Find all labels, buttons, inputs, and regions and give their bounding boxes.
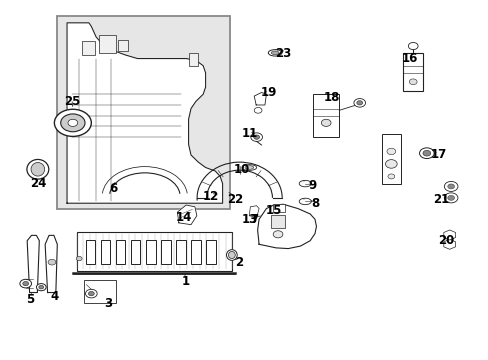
Text: 8: 8 (310, 197, 319, 210)
Ellipse shape (226, 249, 237, 260)
Text: 13: 13 (241, 213, 257, 226)
Circle shape (386, 148, 395, 155)
Text: 10: 10 (233, 163, 250, 176)
Bar (77, 232, 232, 271)
Circle shape (422, 150, 430, 156)
Bar (116, 240, 125, 264)
Text: 21: 21 (432, 193, 448, 206)
Bar (145, 240, 155, 264)
Text: 9: 9 (308, 179, 316, 192)
Ellipse shape (228, 251, 235, 258)
Text: 1: 1 (182, 275, 190, 288)
Text: 11: 11 (241, 127, 257, 140)
Polygon shape (257, 204, 316, 249)
Ellipse shape (271, 51, 279, 55)
Ellipse shape (244, 166, 253, 169)
Bar (272, 204, 285, 212)
Bar (381, 134, 400, 184)
Circle shape (273, 231, 283, 238)
Ellipse shape (31, 162, 44, 176)
Circle shape (387, 174, 394, 179)
Circle shape (447, 195, 454, 201)
Text: 20: 20 (437, 234, 453, 247)
Text: 25: 25 (63, 95, 80, 108)
Bar (205, 240, 215, 264)
Circle shape (353, 99, 365, 107)
Circle shape (447, 184, 454, 189)
Circle shape (254, 108, 262, 113)
Text: 12: 12 (202, 190, 218, 203)
Bar (188, 53, 198, 66)
Bar (101, 240, 110, 264)
Circle shape (48, 259, 56, 265)
Ellipse shape (27, 159, 49, 179)
Text: 5: 5 (26, 293, 35, 306)
Text: 6: 6 (109, 183, 117, 195)
Circle shape (68, 119, 78, 126)
Polygon shape (67, 23, 222, 203)
Circle shape (419, 148, 433, 158)
Bar (191, 240, 201, 264)
Circle shape (356, 101, 362, 105)
Bar (85, 240, 95, 264)
Text: 18: 18 (323, 91, 340, 104)
Circle shape (444, 193, 457, 203)
Text: 3: 3 (104, 297, 112, 310)
Polygon shape (254, 93, 266, 105)
Circle shape (85, 289, 97, 298)
Ellipse shape (299, 198, 311, 204)
Bar (99, 35, 116, 53)
Text: 22: 22 (226, 193, 243, 206)
Circle shape (444, 181, 457, 192)
Circle shape (385, 159, 396, 168)
Text: 7: 7 (250, 213, 258, 226)
Circle shape (250, 133, 262, 141)
Circle shape (88, 292, 94, 296)
Circle shape (61, 114, 85, 132)
FancyBboxPatch shape (57, 16, 229, 208)
Circle shape (253, 135, 259, 139)
Text: 15: 15 (265, 204, 281, 217)
Text: 24: 24 (30, 177, 46, 190)
Bar (271, 215, 285, 228)
Text: 2: 2 (235, 256, 243, 269)
Text: 4: 4 (51, 289, 59, 303)
Text: 16: 16 (401, 52, 417, 65)
Text: 19: 19 (260, 86, 276, 99)
Ellipse shape (242, 165, 256, 170)
Bar (118, 40, 127, 51)
Bar (402, 53, 423, 91)
Polygon shape (27, 235, 39, 293)
Circle shape (76, 256, 82, 261)
Circle shape (407, 42, 417, 50)
Text: 17: 17 (430, 148, 446, 162)
Circle shape (408, 79, 416, 85)
Polygon shape (45, 235, 57, 293)
Circle shape (20, 279, 31, 288)
Bar (84, 280, 116, 303)
Bar (81, 41, 95, 55)
Ellipse shape (268, 50, 282, 56)
Circle shape (54, 109, 91, 136)
Bar (161, 240, 170, 264)
Circle shape (321, 119, 330, 126)
Polygon shape (177, 205, 197, 225)
Bar (312, 94, 339, 137)
Bar (176, 240, 185, 264)
Text: 14: 14 (175, 211, 191, 224)
Circle shape (23, 282, 29, 286)
Bar (130, 240, 140, 264)
Ellipse shape (299, 180, 311, 187)
Circle shape (39, 285, 43, 289)
Polygon shape (249, 206, 259, 217)
Circle shape (36, 284, 46, 291)
Text: 23: 23 (275, 47, 291, 60)
